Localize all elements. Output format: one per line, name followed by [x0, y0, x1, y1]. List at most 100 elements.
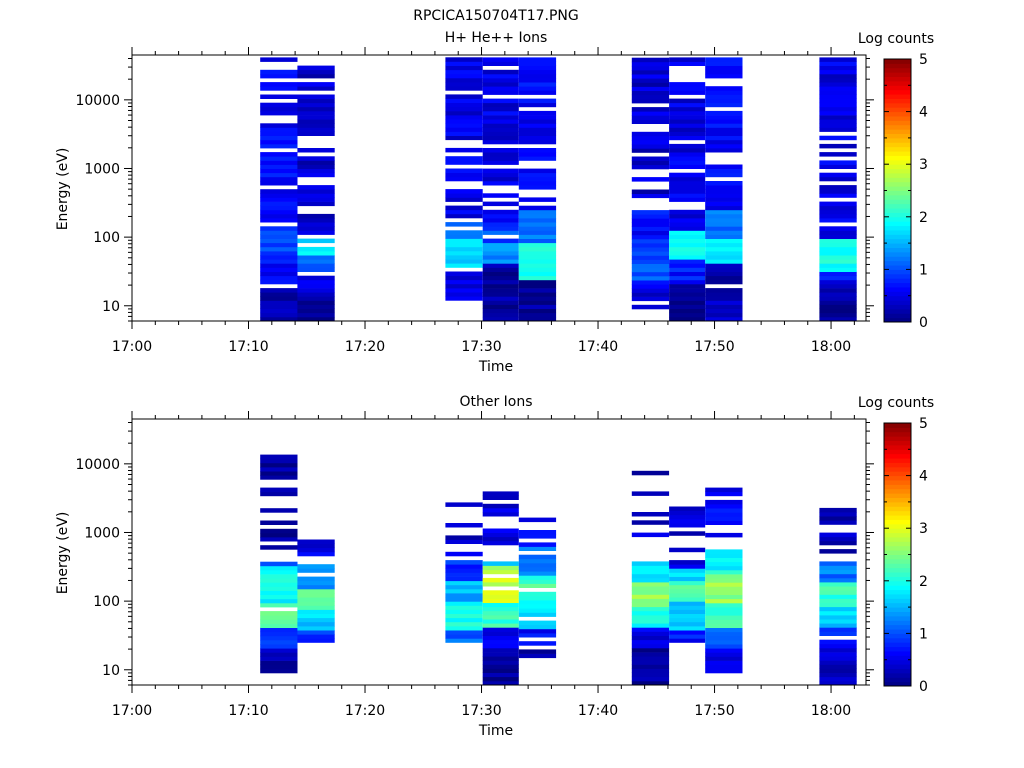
spectrogram-cell [482, 594, 519, 599]
spectrogram-cell [669, 518, 706, 524]
colorbar-segment [884, 681, 911, 687]
y-tick-label: 100 [93, 594, 120, 610]
colorbar-segment [884, 493, 911, 499]
spectrogram-cell [260, 635, 298, 641]
spectrogram-cell [482, 131, 519, 136]
spectrogram-cell [631, 267, 670, 273]
spectrogram-cell [669, 613, 706, 619]
spectrogram-cell [631, 643, 670, 649]
colorbar-segment [884, 545, 911, 551]
panel-h-he-ions: H+ He++ Ions Energy (eV) Time Log counts… [55, 30, 934, 375]
spectrogram-cell [631, 304, 670, 310]
colorbar-segment [884, 291, 911, 297]
colorbar-segment [884, 572, 911, 577]
colorbar-segment [884, 453, 911, 459]
spectrogram-cell [260, 316, 298, 322]
colorbar-segment [884, 194, 911, 200]
spectrogram-cell [260, 582, 298, 587]
spectrogram-cell [669, 222, 706, 227]
spectrogram-cell [518, 653, 557, 659]
spectrogram-cell [260, 135, 298, 141]
spectrogram-cell [297, 568, 335, 573]
spectrogram-cell [482, 598, 519, 603]
spectrogram-cell [669, 316, 706, 322]
spectrogram-cell [482, 565, 519, 571]
spectrogram-cell [445, 263, 483, 268]
colorbar-segment [884, 484, 911, 490]
spectrogram-cell [518, 591, 557, 597]
spectrogram-cell [260, 458, 298, 464]
spectrogram-cell [260, 312, 298, 318]
spectrogram-cell [518, 275, 557, 281]
spectrogram-cell [260, 205, 298, 211]
spectrogram-cell [518, 579, 557, 584]
spectrogram-cell [669, 160, 706, 165]
spectrogram-column [631, 470, 670, 686]
colorbar-segment [884, 567, 911, 573]
spectrogram-cell [705, 557, 743, 563]
spectrogram-cell [518, 82, 557, 87]
spectrogram-cell [819, 296, 857, 301]
spectrogram-cell [297, 69, 335, 75]
spectrogram-cell [482, 213, 519, 219]
spectrogram-cell [705, 148, 743, 153]
spectrogram-cell [819, 610, 857, 616]
figure-title: RPCICA150704T17.PNG [413, 8, 578, 24]
colorbar-tick-label: 1 [919, 262, 928, 278]
spectrogram-cell [297, 263, 335, 268]
spectrogram-cell [819, 263, 857, 268]
spectrogram-cell [297, 626, 335, 631]
spectrogram-cell [482, 90, 519, 95]
spectrogram-cell [297, 304, 335, 309]
spectrogram-cell [669, 621, 706, 627]
spectrogram-cell [297, 110, 335, 116]
colorbar-label: Log counts [858, 395, 934, 411]
spectrogram-cell [819, 201, 857, 207]
spectrogram-cell [705, 251, 743, 256]
spectrogram-cell [445, 57, 483, 62]
spectrogram-cell [445, 156, 483, 161]
spectrogram-cell [482, 590, 519, 595]
spectrogram-cell [705, 238, 743, 244]
colorbar-segment [884, 431, 911, 437]
spectrogram-cell [260, 288, 298, 293]
spectrogram-cell [631, 65, 670, 71]
spectrogram-cell [705, 123, 743, 128]
spectrogram-cell [669, 531, 706, 536]
spectrogram-cell [631, 107, 670, 112]
colorbar-segment [884, 94, 911, 99]
colorbar-segment [884, 462, 911, 468]
x-tick-label: 17:10 [228, 703, 268, 719]
spectrogram-cell [518, 234, 557, 239]
colorbar-segment [884, 523, 911, 529]
colorbar-tick-label: 5 [919, 52, 928, 68]
colorbar-tick-label: 2 [919, 574, 928, 590]
spectrogram-cell [297, 279, 335, 285]
spectrogram-cell [669, 568, 706, 573]
colorbar-tick-label: 3 [919, 521, 928, 537]
x-tick-label: 17:20 [345, 703, 385, 719]
spectrogram-cell [819, 639, 857, 645]
x-tick-label: 17:30 [461, 339, 501, 355]
spectrogram-cell [260, 594, 298, 600]
spectrogram-cell [260, 255, 298, 260]
spectrogram-cell [482, 652, 519, 657]
spectrogram-cell [705, 668, 743, 674]
spectrogram-cell [705, 213, 743, 219]
spectrogram-cell [631, 193, 670, 199]
spectrogram-cell [705, 304, 743, 309]
colorbar-segment [884, 471, 911, 477]
spectrogram-cell [518, 127, 557, 132]
spectrogram-cell [445, 193, 483, 198]
spectrogram-cell [297, 201, 335, 207]
spectrogram-cell [518, 246, 557, 252]
spectrogram-cell [297, 576, 335, 582]
spectrogram-cell [297, 168, 335, 174]
spectrogram-cell [482, 218, 519, 223]
spectrogram-cell [705, 569, 743, 575]
colorbar-segment [884, 234, 911, 240]
colorbar-segment [884, 80, 911, 86]
spectrogram-cell [260, 181, 298, 186]
spectrogram-cell [669, 152, 706, 157]
spectrogram-cell [631, 115, 670, 120]
